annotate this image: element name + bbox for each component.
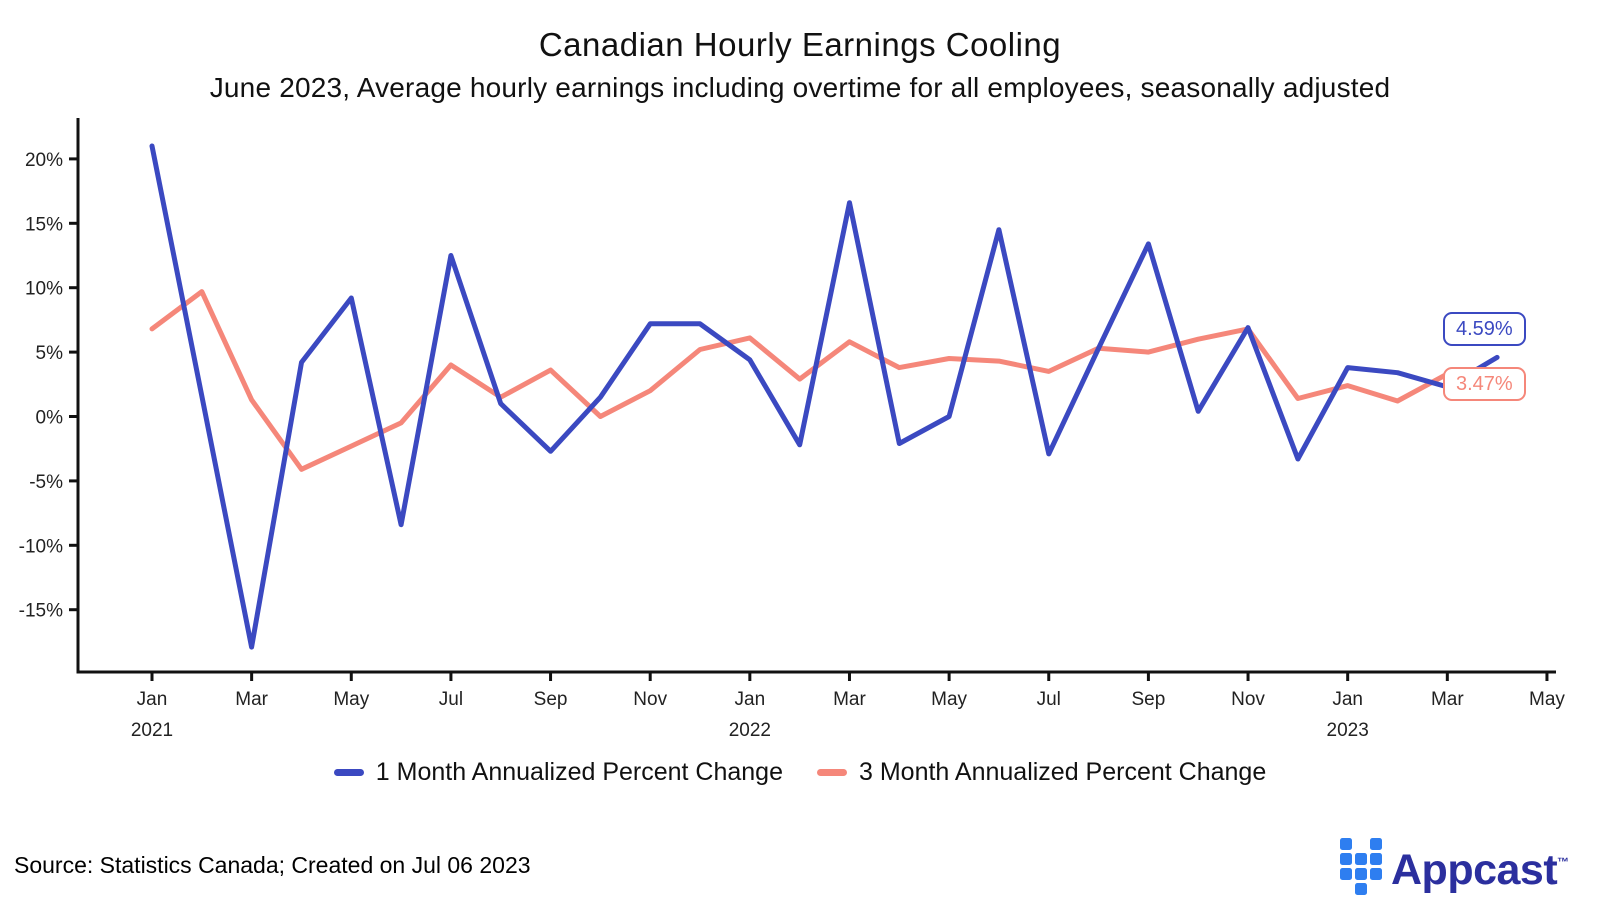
x-tick-label: May xyxy=(931,689,967,710)
x-tick-label: Sep xyxy=(1131,689,1165,710)
x-tick-label: Sep xyxy=(534,689,568,710)
logo-square xyxy=(1370,868,1382,880)
x-tick-label: Jul xyxy=(439,689,463,710)
x-tick-label: Jan xyxy=(137,689,168,710)
logo-square xyxy=(1355,883,1367,895)
legend-label-3-month: 3 Month Annualized Percent Change xyxy=(859,758,1267,786)
logo-square xyxy=(1340,838,1352,850)
logo-square xyxy=(1355,868,1367,880)
end-label-1-month: 4.59% xyxy=(1443,312,1526,346)
y-tick-label: 0% xyxy=(36,408,64,429)
y-tick-label: -15% xyxy=(19,601,63,622)
chart-title: Canadian Hourly Earnings Cooling xyxy=(538,26,1062,63)
appcast-logo-wordmark: Appcast™ xyxy=(1391,846,1569,894)
x-tick-label: May xyxy=(1529,689,1565,710)
x-tick-label: Mar xyxy=(833,689,866,710)
legend-swatch-1-month-icon xyxy=(333,769,364,776)
y-tick-label: 15% xyxy=(25,214,63,235)
source-note: Source: Statistics Canada; Created on Ju… xyxy=(14,852,531,878)
legend-item-1-month: 1 Month Annualized Percent Change xyxy=(333,758,783,787)
x-tick-label: May xyxy=(333,689,369,710)
x-tick-label: Nov xyxy=(1231,689,1265,710)
x-tick-label: Jan xyxy=(735,689,766,710)
x-tick-label: Nov xyxy=(633,689,667,710)
line-1-month-series xyxy=(149,143,1500,650)
legend-label-1-month: 1 Month Annualized Percent Change xyxy=(375,758,783,786)
x-tick-label: Mar xyxy=(235,689,268,710)
logo-square xyxy=(1370,838,1382,850)
year-label: 2022 xyxy=(729,720,771,741)
x-tick-label: Mar xyxy=(1431,689,1464,710)
line-3-month-series xyxy=(149,289,1500,472)
x-tick-label: Jan xyxy=(1332,689,1363,710)
year-label: 2023 xyxy=(1327,720,1369,741)
logo-square xyxy=(1340,853,1352,865)
y-tick-label: -10% xyxy=(19,536,63,557)
logo-square xyxy=(1370,853,1382,865)
end-label-3-month: 3.47% xyxy=(1443,367,1526,401)
logo-square xyxy=(1355,853,1367,865)
chart-subtitle: June 2023, Average hourly earnings inclu… xyxy=(209,72,1391,103)
appcast-logo-icon xyxy=(1340,838,1382,895)
legend-item-3-month: 3 Month Annualized Percent Change xyxy=(817,758,1266,787)
x-tick-label: Jul xyxy=(1037,689,1061,710)
legend: 1 Month Annualized Percent Change 3 Mont… xyxy=(0,758,1600,787)
y-tick-label: 10% xyxy=(25,279,63,300)
y-tick-label: 5% xyxy=(36,343,64,364)
trademark-symbol: ™ xyxy=(1557,855,1569,869)
logo-square xyxy=(1340,868,1352,880)
y-tick-label: -5% xyxy=(29,472,63,493)
y-tick-label: 20% xyxy=(25,150,63,171)
legend-swatch-3-month-icon xyxy=(817,769,847,776)
appcast-logo: Appcast™ xyxy=(1340,838,1569,895)
year-label: 2021 xyxy=(131,720,173,741)
